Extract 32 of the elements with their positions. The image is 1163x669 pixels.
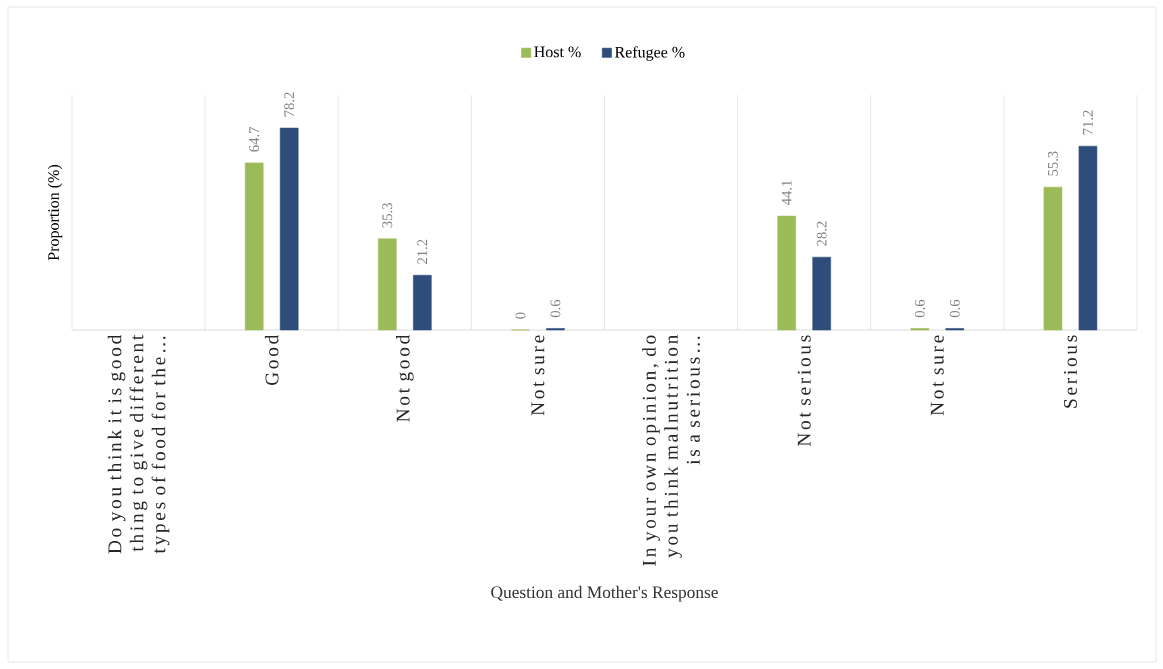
data-label: 55.3 bbox=[1047, 151, 1058, 176]
data-label: 78.2 bbox=[284, 92, 295, 117]
data-label: 28.2 bbox=[816, 221, 827, 246]
bar bbox=[777, 215, 796, 331]
data-label: 35.3 bbox=[382, 203, 393, 228]
bar bbox=[279, 127, 299, 331]
legend-label: Host % bbox=[534, 46, 581, 58]
bar bbox=[378, 238, 397, 331]
data-label: 0.6 bbox=[949, 299, 960, 318]
data-label: 21.2 bbox=[417, 239, 428, 264]
data-label: 0.6 bbox=[914, 299, 925, 318]
legend-label: Refugee % bbox=[614, 46, 685, 61]
x-tick-label: Not sure bbox=[531, 335, 545, 416]
data-label: 0 bbox=[515, 312, 526, 319]
bar bbox=[1043, 186, 1063, 331]
bar bbox=[1078, 145, 1098, 331]
bar bbox=[413, 274, 432, 331]
x-tick-label: Do you think it is good thing to give different types of food for the… bbox=[107, 334, 170, 554]
data-label: 44.1 bbox=[781, 180, 792, 206]
x-tick-label: Serious bbox=[1063, 335, 1077, 408]
data-label: 0.6 bbox=[550, 299, 561, 318]
x-axis-title: Question and Mother's Response bbox=[491, 585, 718, 602]
data-label: 64.7 bbox=[249, 126, 260, 152]
data-label: 71.2 bbox=[1082, 110, 1093, 135]
x-tick-label: Good bbox=[264, 334, 279, 385]
bar bbox=[812, 256, 831, 331]
x-tick-label: Not good bbox=[396, 334, 414, 422]
x-tick-label: Not serious bbox=[797, 335, 811, 447]
x-tick-label: Not sure bbox=[930, 335, 944, 416]
bar bbox=[244, 162, 264, 331]
y-axis-title: Proportion (%) bbox=[47, 165, 63, 261]
x-tick-label: In your own opinion, do you think malnutrition is a serious… bbox=[642, 335, 700, 566]
